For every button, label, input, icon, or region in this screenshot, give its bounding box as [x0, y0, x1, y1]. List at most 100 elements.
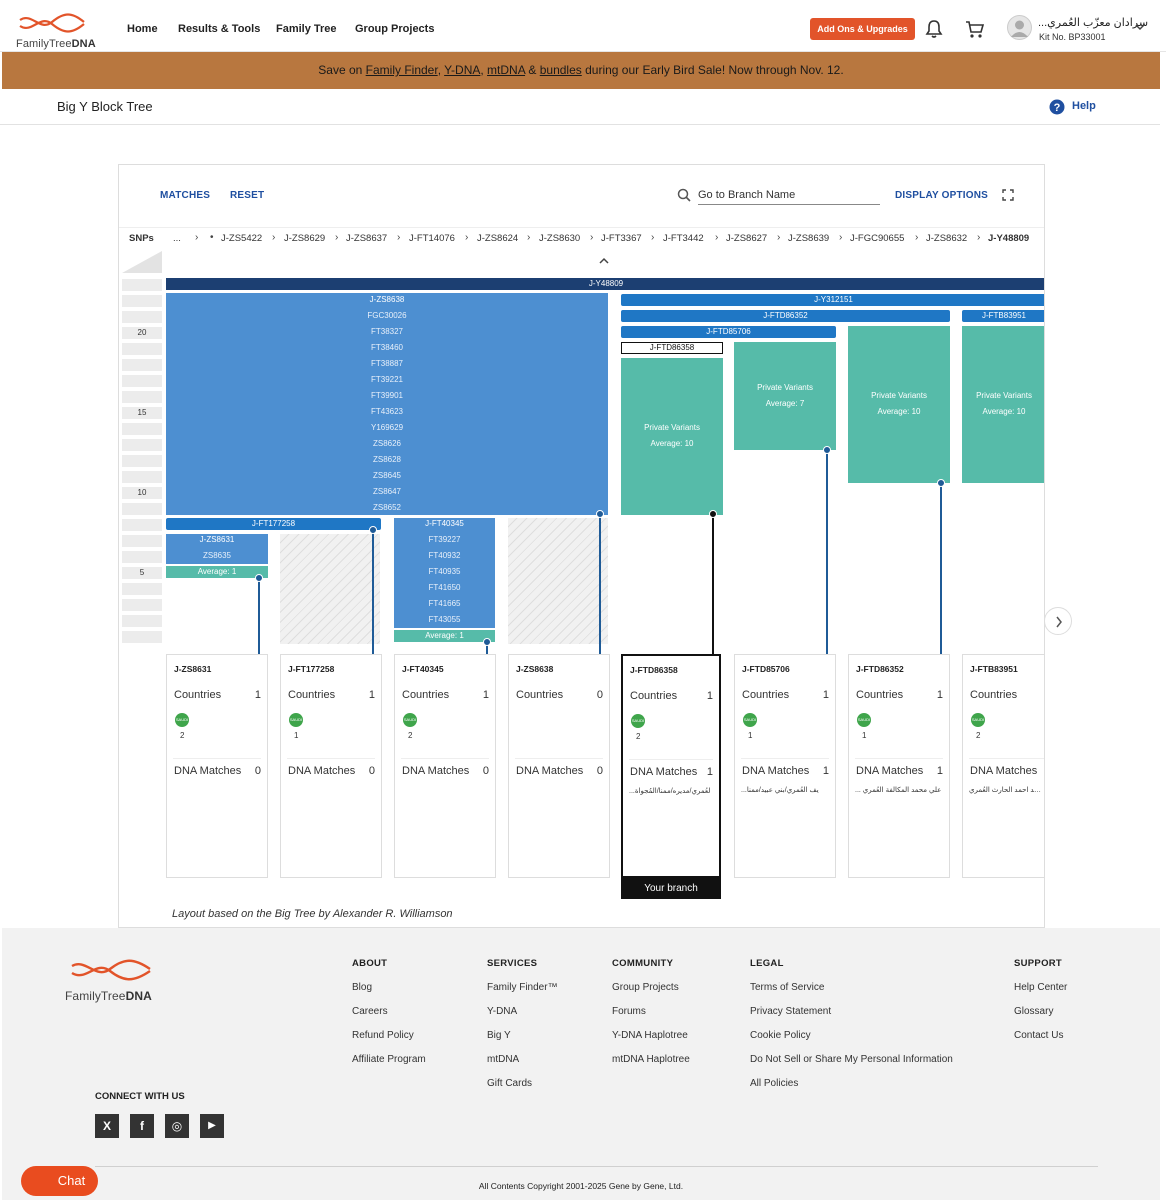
cart-icon[interactable]: [965, 19, 985, 39]
snp-crumb[interactable]: J-ZS8637: [346, 233, 388, 244]
match-names[interactable]: ...يف العُمري/بني عبيد/ممنا: [741, 787, 819, 794]
fullscreen-icon[interactable]: [1002, 189, 1014, 201]
branch-card[interactable]: J-FTB83951 Countries SAUDI 2 DNA Matches…: [962, 654, 1044, 878]
countries-count: 1: [822, 689, 829, 701]
display-options-button[interactable]: DISPLAY OPTIONS: [895, 190, 989, 201]
banner-link-family-finder[interactable]: Family Finder: [365, 63, 438, 77]
chevron-down-icon[interactable]: [1135, 23, 1145, 31]
footer-link[interactable]: Y-DNA: [487, 1006, 518, 1017]
snp-crumb[interactable]: J-ZS8629: [284, 233, 326, 244]
branch-card[interactable]: J-FTD86352 Countries 1 SAUDI 1 DNA Match…: [848, 654, 950, 878]
chat-button[interactable]: Chat: [21, 1166, 98, 1196]
footer-link[interactable]: Gift Cards: [487, 1078, 533, 1089]
snp-crumb[interactable]: J-FGC90655: [850, 233, 905, 244]
brand-logo-text[interactable]: FamilyTreeDNA: [16, 38, 96, 50]
user-avatar-icon[interactable]: [1007, 15, 1032, 40]
nav-group-projects[interactable]: Group Projects: [355, 23, 435, 35]
footer-link[interactable]: mtDNA Haplotree: [612, 1054, 690, 1065]
banner-link-bundles[interactable]: bundles: [539, 63, 582, 77]
bell-icon[interactable]: [925, 19, 943, 39]
nav-family-tree[interactable]: Family Tree: [276, 23, 337, 35]
add-ons-upgrades-button[interactable]: Add Ons & Upgrades: [810, 18, 915, 40]
footer-link[interactable]: Contact Us: [1014, 1030, 1064, 1041]
tree-block-ftd85706[interactable]: J-FTD85706: [621, 326, 836, 338]
tree-block-ftd86352[interactable]: J-FTD86352: [621, 310, 950, 322]
dna-matches-count: 0: [254, 765, 261, 777]
footer-link[interactable]: Cookie Policy: [750, 1030, 811, 1041]
footer-link[interactable]: Forums: [612, 1006, 646, 1017]
footer-link[interactable]: Glossary: [1014, 1006, 1054, 1017]
tree-block-ft177258[interactable]: J-FT177258: [166, 518, 381, 530]
branch-card[interactable]: J-ZS8631 Countries 1 SAUDI 2 DNA Matches…: [166, 654, 268, 878]
footer-link[interactable]: mtDNA: [487, 1054, 520, 1065]
private-variants-block[interactable]: Private Variants Average: 10: [962, 326, 1044, 483]
card-branch-id: J-FTD86358: [630, 665, 678, 675]
instagram-icon[interactable]: ◎: [165, 1114, 189, 1138]
snp-crumb[interactable]: J-ZS8627: [726, 233, 768, 244]
branch-card[interactable]: J-FTD85706 Countries 1 SAUDI 1 DNA Match…: [734, 654, 836, 878]
footer-link[interactable]: Affiliate Program: [352, 1054, 426, 1065]
familytreedna-logo-icon[interactable]: [18, 10, 88, 38]
snp-crumb[interactable]: J-ZS8624: [477, 233, 519, 244]
tree-block-zs8631[interactable]: J-ZS8631 ZS8635: [166, 534, 268, 564]
private-variants-block[interactable]: Private Variants Average: 10: [621, 358, 723, 515]
match-names[interactable]: ... علي محمد المكالفة العُمري: [855, 787, 942, 794]
snp-ellipsis[interactable]: ...: [173, 233, 181, 244]
tree-block-root[interactable]: J-Y48809: [166, 278, 1044, 290]
familytreedna-logo-icon[interactable]: [70, 956, 152, 986]
branch-search-input[interactable]: [698, 185, 880, 205]
saudi-flag-icon: SAUDI: [175, 713, 189, 727]
match-names[interactable]: ...لعُمري/مديره/ممنا/المُجواة: [629, 788, 711, 795]
chat-label: Chat: [57, 1173, 86, 1188]
tree-block-ftd86358-selected[interactable]: J-FTD86358: [621, 342, 723, 354]
branch-card[interactable]: J-FT177258 Countries 1 SAUDI 1 DNA Match…: [280, 654, 382, 878]
tree-block-ftb83951[interactable]: J-FTB83951: [962, 310, 1044, 322]
reset-button[interactable]: RESET: [230, 190, 265, 201]
snp-crumb[interactable]: J-FT3442: [663, 233, 704, 244]
footer-link[interactable]: All Policies: [750, 1078, 799, 1089]
footer-link[interactable]: Privacy Statement: [750, 1006, 832, 1017]
footer-link[interactable]: Big Y: [487, 1030, 511, 1041]
snp-crumb[interactable]: J-ZS8639: [788, 233, 830, 244]
footer-link[interactable]: Careers: [352, 1006, 388, 1017]
help-icon[interactable]: ?: [1049, 99, 1065, 115]
tree-block-zs8638[interactable]: J-ZS8638 FGC30026 FT38327 FT38460 FT3888…: [166, 293, 608, 515]
tree-block-ft40345[interactable]: J-FT40345 FT39227 FT40932 FT40935 FT4165…: [394, 518, 495, 628]
footer-link[interactable]: Family Finder™: [487, 982, 558, 993]
banner-link-mtdna[interactable]: mtDNA: [487, 63, 526, 77]
footer-link[interactable]: Group Projects: [612, 982, 679, 993]
user-name[interactable]: ...سرادان معزّب العُمري: [1038, 17, 1149, 29]
bullet-icon: •: [210, 232, 214, 243]
chevron-up-icon[interactable]: [599, 257, 609, 265]
branch-card-selected[interactable]: J-FTD86358 Countries 1 SAUDI 2 DNA Match…: [621, 654, 721, 878]
snp-crumb[interactable]: J-FT3367: [601, 233, 642, 244]
footer-brand-text[interactable]: FamilyTreeDNA: [65, 989, 152, 1003]
private-variants-block[interactable]: Private Variants Average: 10: [848, 326, 950, 483]
tree-block-y312151[interactable]: J-Y312151: [621, 294, 1044, 306]
match-names[interactable]: محمد احمد الحارث العُمري: [969, 787, 1043, 794]
saudi-flag-icon: SAUDI: [403, 713, 417, 727]
nav-results-tools[interactable]: Results & Tools: [178, 23, 261, 35]
footer-link[interactable]: Refund Policy: [352, 1030, 414, 1041]
snp-crumb-current[interactable]: J-Y48809: [988, 233, 1030, 244]
snp-crumb[interactable]: J-ZS8630: [539, 233, 581, 244]
youtube-icon[interactable]: ▶: [200, 1114, 224, 1138]
x-icon[interactable]: X: [95, 1114, 119, 1138]
snp-crumb[interactable]: J-FT14076: [409, 233, 455, 244]
footer-link[interactable]: Do Not Sell or Share My Personal Informa…: [750, 1054, 953, 1065]
snp-crumb[interactable]: J-ZS5422: [221, 233, 263, 244]
help-link[interactable]: Help: [1072, 100, 1096, 112]
footer-link[interactable]: Blog: [352, 982, 373, 993]
footer-link[interactable]: Terms of Service: [750, 982, 825, 993]
branch-card[interactable]: J-ZS8638 Countries 0 DNA Matches 0: [508, 654, 610, 878]
footer-link[interactable]: Y-DNA Haplotree: [612, 1030, 688, 1041]
facebook-icon[interactable]: f: [130, 1114, 154, 1138]
branch-card[interactable]: J-FT40345 Countries 1 SAUDI 2 DNA Matche…: [394, 654, 496, 878]
banner-link-ydna[interactable]: Y-DNA: [444, 63, 481, 77]
private-variants-block[interactable]: Private Variants Average: 7: [734, 342, 836, 450]
snp-crumb[interactable]: J-ZS8632: [926, 233, 968, 244]
matches-button[interactable]: MATCHES: [160, 190, 211, 201]
scroll-right-button[interactable]: [1044, 607, 1072, 635]
footer-link[interactable]: Help Center: [1014, 982, 1068, 993]
nav-home[interactable]: Home: [127, 23, 158, 35]
